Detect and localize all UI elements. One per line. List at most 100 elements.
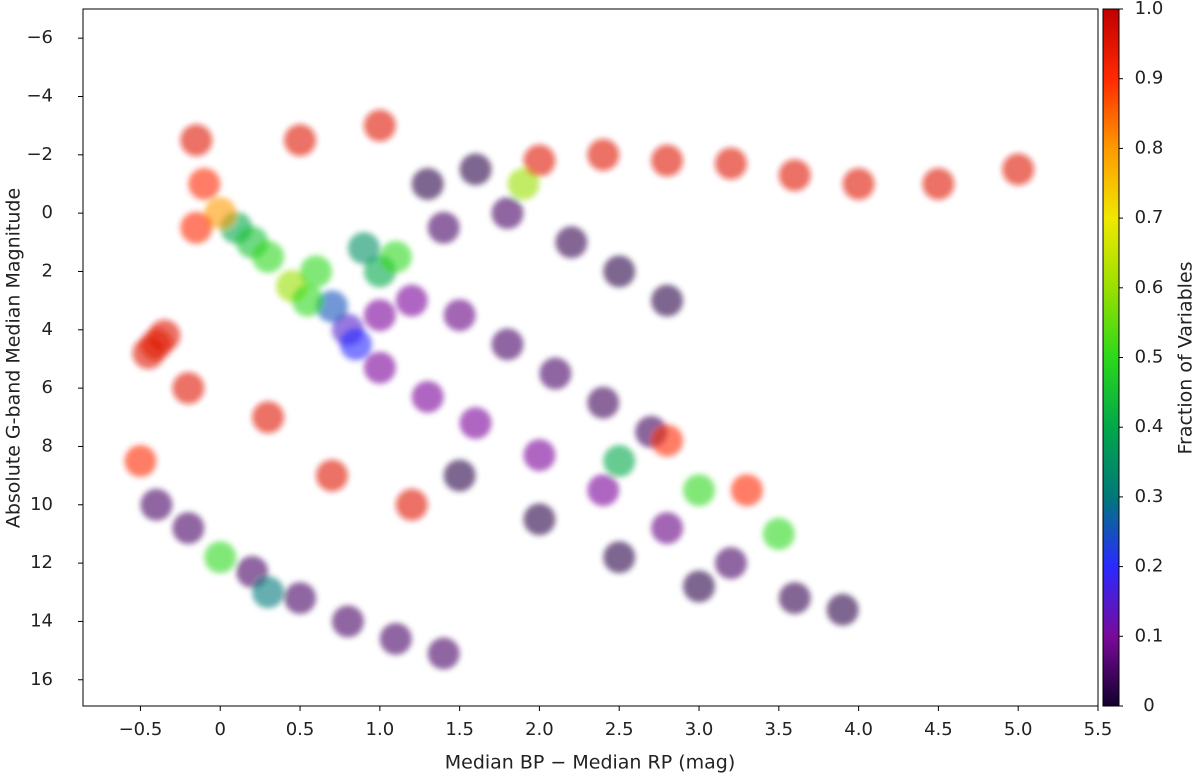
- point: [491, 197, 524, 230]
- point: [459, 153, 492, 186]
- point: [172, 512, 205, 545]
- point: [826, 593, 859, 626]
- point: [363, 351, 396, 384]
- point: [651, 512, 684, 545]
- point: [523, 503, 556, 536]
- colorbar-tick-label: 0.9: [1135, 68, 1164, 89]
- point: [587, 386, 620, 419]
- y-tick-label: −6: [26, 27, 53, 48]
- colorbar-tick-label: 1.0: [1135, 0, 1164, 19]
- point: [523, 439, 556, 472]
- point: [730, 474, 763, 507]
- point: [132, 337, 165, 370]
- point: [180, 124, 213, 157]
- point: [347, 232, 380, 265]
- y-tick-label: −4: [26, 85, 53, 106]
- point: [315, 459, 348, 492]
- x-tick-label: 4.0: [844, 719, 873, 740]
- colorbar-tick-label: 0.8: [1135, 137, 1164, 158]
- point: [252, 401, 285, 434]
- point: [443, 459, 476, 492]
- x-tick-label: 0.5: [286, 719, 315, 740]
- point: [603, 445, 636, 478]
- point: [523, 144, 556, 177]
- point: [252, 576, 285, 609]
- point: [683, 570, 716, 603]
- point: [555, 226, 588, 259]
- x-tick-label: 1.5: [445, 719, 474, 740]
- plot-frame: [82, 8, 1099, 707]
- x-tick-label: 2.5: [605, 719, 634, 740]
- point: [339, 328, 372, 361]
- point: [395, 488, 428, 521]
- point: [427, 637, 460, 670]
- point: [172, 372, 205, 405]
- point: [683, 474, 716, 507]
- x-tick-label: −0.5: [119, 719, 163, 740]
- point: [292, 284, 325, 317]
- point: [842, 167, 875, 200]
- colorbar: [1102, 8, 1120, 707]
- point: [714, 147, 747, 180]
- point: [427, 211, 460, 244]
- y-tick-label: 12: [30, 552, 53, 573]
- point: [379, 622, 412, 655]
- point: [587, 138, 620, 171]
- colorbar-tick-label: 0.1: [1135, 625, 1164, 646]
- point: [379, 240, 412, 273]
- point: [300, 255, 333, 288]
- x-tick-label: 1.0: [366, 719, 395, 740]
- point: [1002, 153, 1035, 186]
- point: [180, 211, 213, 244]
- x-tick-label: 0: [215, 719, 226, 740]
- y-tick-label: 14: [30, 610, 53, 631]
- point: [411, 380, 444, 413]
- point: [762, 517, 795, 550]
- y-tick-label: 16: [30, 669, 53, 690]
- y-tick-label: 8: [42, 435, 53, 456]
- point: [252, 240, 285, 273]
- point: [284, 124, 317, 157]
- point: [714, 547, 747, 580]
- point: [363, 299, 396, 332]
- point: [603, 541, 636, 574]
- point: [204, 541, 237, 574]
- colorbar-tick-label: 0.6: [1135, 277, 1164, 298]
- point: [395, 284, 428, 317]
- x-tick-label: 3.0: [685, 719, 714, 740]
- point: [651, 424, 684, 457]
- y-axis-title: Absolute G-band Median Magnitude: [3, 188, 25, 528]
- point: [140, 488, 173, 521]
- point: [443, 299, 476, 332]
- point: [507, 167, 540, 200]
- colorbar-tick-label: 0.3: [1135, 486, 1164, 507]
- colorbar-tick-label: 0.2: [1135, 556, 1164, 577]
- colorbar-tick-label: 0.5: [1135, 347, 1164, 368]
- y-tick-label: 0: [42, 202, 53, 223]
- point: [363, 109, 396, 142]
- x-tick-label: 4.5: [924, 719, 953, 740]
- colorbar-tick-label: 0: [1143, 695, 1154, 716]
- x-tick-label: 2.0: [525, 719, 554, 740]
- y-tick-label: 2: [42, 260, 53, 281]
- point: [411, 167, 444, 200]
- point: [778, 159, 811, 192]
- colorbar-title: Fraction of Variables: [1175, 261, 1197, 454]
- x-tick-label: 3.5: [764, 719, 793, 740]
- x-tick-label: 5.0: [1004, 719, 1033, 740]
- point: [331, 605, 364, 638]
- y-tick-label: 4: [42, 319, 53, 340]
- point: [603, 255, 636, 288]
- point: [491, 328, 524, 361]
- point: [651, 284, 684, 317]
- point: [188, 167, 221, 200]
- x-axis-title: Median BP − Median RP (mag): [445, 752, 736, 774]
- points-layer: [124, 109, 1035, 670]
- point: [651, 144, 684, 177]
- y-tick-label: −2: [26, 144, 53, 165]
- point: [459, 407, 492, 440]
- point: [284, 582, 317, 615]
- point: [315, 290, 348, 323]
- y-tick-label: 6: [42, 377, 53, 398]
